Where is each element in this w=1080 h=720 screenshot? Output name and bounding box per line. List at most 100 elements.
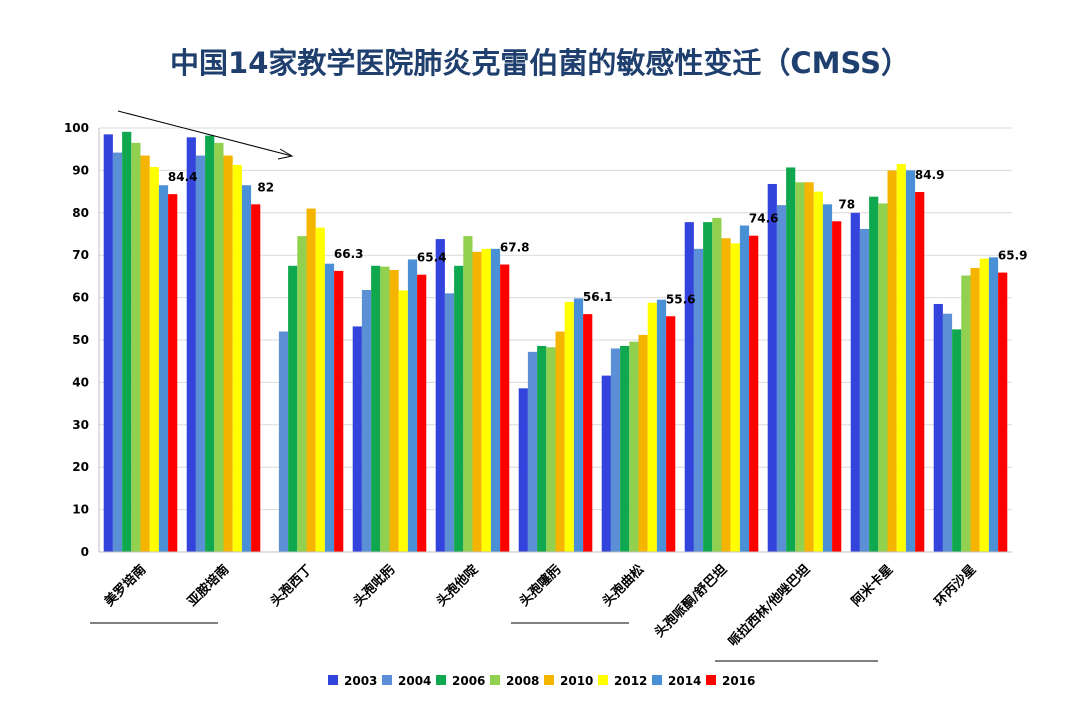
legend-swatch-2014 bbox=[652, 675, 662, 685]
bar-2004 bbox=[444, 293, 455, 552]
bar-2003 bbox=[103, 134, 113, 553]
bar-2012 bbox=[564, 301, 574, 552]
y-tick-label: 20 bbox=[72, 460, 89, 474]
bar-2014 bbox=[490, 248, 501, 552]
bar-2004 bbox=[859, 228, 870, 553]
category-label: 美罗培南 bbox=[101, 562, 149, 610]
bar-2012 bbox=[730, 243, 740, 552]
bar-2006 bbox=[454, 265, 464, 552]
category-label: 头孢西丁 bbox=[267, 562, 315, 610]
y-tick-label: 100 bbox=[64, 121, 89, 135]
bar-2008 bbox=[380, 266, 390, 552]
y-tick-label: 90 bbox=[72, 163, 89, 177]
bar-2014 bbox=[656, 299, 667, 552]
trend-arrow-head bbox=[277, 148, 294, 160]
bar-2006 bbox=[288, 265, 298, 552]
category-label: 阿米卡星 bbox=[848, 562, 896, 610]
bar-2008 bbox=[878, 203, 888, 553]
data-label: 65.4 bbox=[417, 251, 447, 265]
bar-2003 bbox=[684, 222, 694, 553]
bar-2004 bbox=[361, 289, 372, 552]
bar-2014 bbox=[822, 204, 833, 552]
bar-2006 bbox=[620, 345, 630, 552]
category-label: 头孢曲松 bbox=[599, 562, 647, 610]
legend: 2003 2004 2006 2008 2010 2012 2014 2016 bbox=[328, 674, 755, 688]
legend-swatch-2016 bbox=[706, 675, 716, 685]
bar-2010 bbox=[555, 331, 565, 552]
bar-2004 bbox=[112, 152, 123, 553]
bar-2004 bbox=[195, 155, 206, 552]
bar-2010 bbox=[638, 334, 648, 552]
bar-2016 bbox=[666, 316, 676, 552]
bar-2012 bbox=[896, 164, 906, 553]
y-tick-label: 40 bbox=[72, 375, 89, 389]
bar-2010 bbox=[223, 155, 233, 552]
bar-2004 bbox=[610, 348, 621, 552]
bar-2016 bbox=[251, 204, 261, 552]
category-labels: 美罗培南 亚胺培南 头孢西丁 头孢吡肟 头孢他啶 头孢噻肟 头孢曲松 头孢哌酮/舒巴坦哌拉西林… bbox=[101, 562, 979, 650]
bar-2006 bbox=[205, 135, 215, 552]
legend-label: 2004 bbox=[398, 674, 431, 688]
bar-2010 bbox=[887, 170, 897, 552]
bar-2006 bbox=[703, 222, 713, 553]
bar-2008 bbox=[546, 347, 556, 552]
legend-swatch-2012 bbox=[598, 675, 608, 685]
bar-2008 bbox=[961, 275, 971, 552]
bar-2016 bbox=[998, 272, 1008, 552]
y-tick-label: 0 bbox=[81, 545, 89, 559]
data-label: 84.4 bbox=[168, 170, 198, 184]
bar-2016 bbox=[334, 270, 344, 552]
bar-2014 bbox=[573, 298, 584, 552]
bar-2004 bbox=[527, 351, 538, 552]
bar-2016 bbox=[583, 314, 593, 552]
data-label: 67.8 bbox=[500, 241, 530, 255]
data-label: 65.9 bbox=[998, 249, 1028, 263]
category-label: 头孢噻肟 bbox=[516, 562, 564, 610]
bar-2006 bbox=[952, 329, 962, 552]
bar-2003 bbox=[767, 183, 777, 552]
bar-2008 bbox=[712, 217, 722, 552]
data-label: 78 bbox=[838, 197, 855, 211]
y-tick-label: 80 bbox=[72, 206, 89, 220]
annotations bbox=[90, 110, 878, 662]
bar-2016 bbox=[832, 221, 842, 552]
bar-2012 bbox=[813, 191, 823, 552]
bar-2003 bbox=[518, 388, 528, 552]
bar-2012 bbox=[647, 302, 657, 552]
bar-2008 bbox=[629, 341, 639, 552]
bar-2014 bbox=[158, 185, 169, 553]
data-label: 66.3 bbox=[334, 247, 364, 261]
bar-2006 bbox=[786, 167, 796, 552]
bar-2014 bbox=[739, 225, 750, 552]
bar-2016 bbox=[749, 235, 759, 553]
bar-2008 bbox=[463, 236, 473, 552]
legend-swatch-2003 bbox=[328, 675, 338, 685]
bar-2012 bbox=[979, 258, 989, 552]
bar-2004 bbox=[693, 248, 704, 552]
trend-arrow bbox=[117, 110, 293, 157]
category-label: 头孢吡肟 bbox=[350, 562, 398, 610]
category-label: 亚胺培南 bbox=[184, 562, 232, 610]
legend-swatch-2008 bbox=[490, 675, 500, 685]
legend-label: 2003 bbox=[344, 674, 377, 688]
category-label: 环丙沙星 bbox=[932, 562, 979, 609]
bar-2006 bbox=[869, 196, 879, 553]
category-label: 头孢他啶 bbox=[433, 562, 481, 610]
legend-swatch-2004 bbox=[382, 675, 392, 685]
legend-label: 2010 bbox=[560, 674, 593, 688]
bar-2014 bbox=[905, 170, 916, 552]
bar-2016 bbox=[168, 194, 178, 553]
y-tick-label: 70 bbox=[72, 248, 89, 262]
category-label: 头孢哌酮/舒巴坦 bbox=[651, 562, 730, 641]
chart-title: 中国14家教学医院肺炎克雷伯菌的敏感性变迁（CMSS） bbox=[170, 46, 910, 80]
bar-2010 bbox=[140, 155, 150, 552]
bar-2012 bbox=[232, 164, 242, 552]
bar-2016 bbox=[417, 274, 427, 552]
bar-2008 bbox=[214, 142, 224, 552]
bar-2012 bbox=[315, 227, 325, 552]
bar-2016 bbox=[500, 264, 510, 552]
bar-2003 bbox=[933, 303, 943, 552]
legend-swatch-2006 bbox=[436, 675, 446, 685]
bars bbox=[103, 131, 1008, 553]
bar-2003 bbox=[850, 212, 860, 553]
